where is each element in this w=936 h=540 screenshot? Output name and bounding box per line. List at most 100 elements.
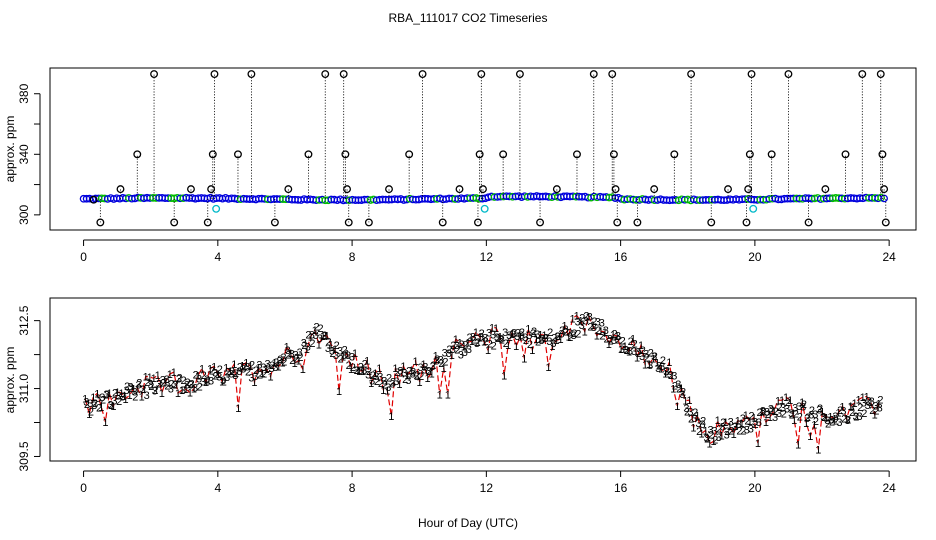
bottom-series1-point: 1 — [626, 346, 632, 358]
top-ambient-point — [515, 70, 524, 79]
bottom-series1-point: 1 — [582, 326, 588, 338]
top-ambient-point — [589, 70, 598, 79]
bottom-series1-point: 1 — [457, 337, 463, 349]
bottom-series1-point: 1 — [594, 331, 600, 343]
top-ambient-point — [270, 218, 279, 227]
bottom-series3-point: 3 — [119, 391, 125, 403]
bottom-series2-point: 2 — [837, 405, 843, 417]
bottom-series2-point: 2 — [475, 337, 481, 349]
bottom-series3-point: 3 — [192, 382, 198, 394]
bottom-series1-point: 1 — [147, 372, 153, 384]
bottom-series2-point: 2 — [406, 366, 412, 378]
bottom-series2-point: 2 — [313, 322, 319, 334]
bottom-series1-point: 1 — [658, 363, 664, 375]
bottom-series3-point: 3 — [434, 355, 440, 367]
bottom-series1-point: 1 — [723, 417, 729, 429]
bottom-series3-point: 3 — [683, 403, 689, 415]
top-ambient-point — [613, 218, 622, 227]
bottom-series1-point: 1 — [509, 328, 515, 340]
bottom-series3-point: 3 — [397, 365, 403, 377]
bottom-series3-point: 3 — [490, 330, 496, 342]
bottom-series3-point: 3 — [389, 379, 395, 391]
bottom-series3-point: 3 — [558, 328, 564, 340]
bottom-series1-point: 1 — [280, 358, 286, 370]
bottom-series2-point: 2 — [680, 387, 686, 399]
bottom-series2-point: 2 — [612, 328, 618, 340]
top-ambient-point — [804, 218, 813, 227]
bottom-series1-point: 1 — [497, 332, 503, 344]
bottom-series2-point: 2 — [172, 380, 178, 392]
bottom-series2-point: 2 — [213, 370, 219, 382]
bottom-series1-point: 1 — [662, 369, 668, 381]
bottom-series2-point: 2 — [438, 358, 444, 370]
bottom-series3-point: 3 — [708, 425, 714, 437]
bottom-series1-point: 1 — [425, 373, 431, 385]
bottom-series2-point: 2 — [185, 377, 191, 389]
bottom-series1-point: 1 — [562, 321, 568, 333]
top-ambient-point — [687, 70, 696, 79]
bottom-series2-point: 2 — [720, 417, 726, 429]
bottom-series2-point: 2 — [591, 316, 597, 328]
top-ambient-point — [187, 185, 195, 194]
bottom-series3-point: 3 — [784, 404, 790, 416]
bottom-series1-point: 1 — [690, 422, 696, 434]
bottom-series1-point: 1 — [94, 388, 100, 400]
bottom-series3-point: 3 — [748, 423, 754, 435]
bottom-series1-point: 1 — [473, 327, 479, 339]
bottom-series2-point: 2 — [648, 348, 654, 360]
bottom-series1-point: 1 — [348, 364, 354, 376]
top-ambient-point — [707, 218, 716, 227]
bottom-series2-point: 2 — [168, 379, 174, 391]
bottom-series2-point: 2 — [193, 370, 199, 382]
bottom-series1-point: 1 — [602, 327, 608, 339]
bottom-series1-point: 1 — [98, 402, 104, 414]
bottom-series2-point: 2 — [696, 426, 702, 438]
bottom-series1-point: 1 — [191, 384, 197, 396]
bottom-series2-point: 2 — [148, 381, 154, 393]
bottom-series3-point: 3 — [188, 379, 194, 391]
bottom-series3-point: 3 — [365, 370, 371, 382]
bottom-y-tick-label: 309.5 — [17, 441, 31, 471]
top-ambient-point — [881, 218, 890, 227]
bottom-series3-point: 3 — [788, 408, 794, 420]
bottom-series2-point: 2 — [358, 362, 364, 374]
bottom-series2-point: 2 — [309, 338, 315, 350]
bottom-series1-point: 1 — [324, 330, 330, 342]
bottom-series2-point: 2 — [805, 412, 811, 424]
bottom-series2-point: 2 — [269, 360, 275, 372]
bottom-series1-point: 1 — [235, 403, 241, 415]
bottom-series1-point: 1 — [292, 358, 298, 370]
bottom-series1-point: 1 — [666, 357, 672, 369]
bottom-series3-point: 3 — [675, 379, 681, 391]
bottom-series3-point: 3 — [184, 380, 190, 392]
bottom-series2-point: 2 — [241, 361, 247, 373]
bottom-series1-point: 1 — [811, 420, 817, 432]
bottom-series1-point: 1 — [404, 370, 410, 382]
bottom-series2-point: 2 — [479, 328, 485, 340]
bottom-x-tick-label: 12 — [480, 481, 494, 495]
bottom-series3-point: 3 — [752, 416, 758, 428]
bottom-series1-point: 1 — [787, 395, 793, 407]
bottom-series2-point: 2 — [88, 406, 94, 418]
bottom-series3-point: 3 — [502, 327, 508, 339]
bottom-series2-point: 2 — [644, 352, 650, 364]
bottom-series2-point: 2 — [539, 333, 545, 345]
bottom-series1-point: 1 — [678, 383, 684, 395]
top-ambient-point — [876, 70, 885, 79]
bottom-series1-point: 1 — [493, 323, 499, 335]
bottom-series3-point: 3 — [728, 416, 734, 428]
bottom-series3-point: 3 — [615, 330, 621, 342]
bottom-series1-point: 1 — [110, 401, 116, 413]
figure-title: RBA_111017 CO2 Timeseries — [389, 11, 548, 25]
top-ambient-point — [284, 185, 293, 194]
bottom-series3-point: 3 — [329, 346, 335, 358]
bottom-series3-point: 3 — [808, 410, 814, 422]
bottom-series2-point: 2 — [217, 364, 223, 376]
bottom-series3-point: 3 — [450, 344, 456, 356]
bottom-series3-point: 3 — [776, 408, 782, 420]
bottom-series2-point: 2 — [346, 360, 352, 372]
bottom-series3-point: 3 — [667, 369, 673, 381]
bottom-series1-point: 1 — [698, 429, 704, 441]
bottom-series3-point: 3 — [264, 358, 270, 370]
bottom-series3-point: 3 — [671, 370, 677, 382]
